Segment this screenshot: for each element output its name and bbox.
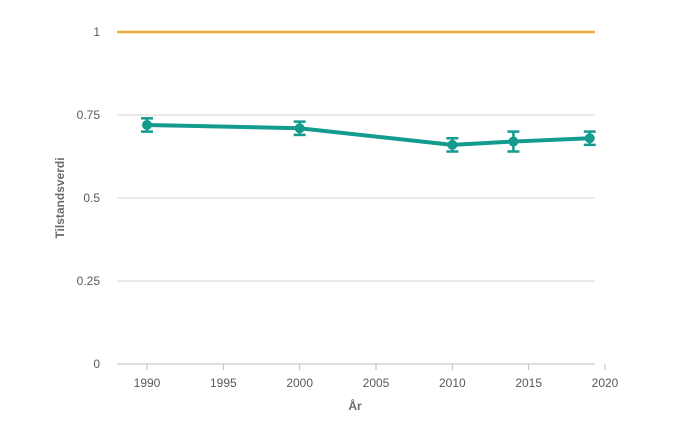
grid-lines: [117, 114, 595, 282]
data-point-4: [583, 130, 596, 147]
x-tick-label-1: 1995: [210, 376, 237, 390]
data-point-3: [507, 130, 520, 153]
x-axis-title: År: [348, 398, 362, 413]
y-tick-label-2: 0.5: [83, 191, 100, 205]
x-tick-label-6: 2020: [592, 376, 619, 390]
tick-labels: 0 0.25 0.5 0.75 1 1990 1995 2000 2005 2010 2015 202…: [77, 25, 619, 390]
y-tick-label-3: 0.75: [77, 108, 101, 122]
x-tick-label-2: 2000: [286, 376, 313, 390]
series-line-0: [145, 122, 592, 147]
point-marker-0: [142, 119, 152, 130]
y-tick-label-1: 0.25: [77, 274, 101, 288]
point-marker-4: [584, 133, 595, 144]
x-tick-label-3: 2005: [363, 376, 390, 390]
point-marker-2: [447, 139, 458, 150]
point-marker-1: [294, 123, 305, 134]
x-tick-label-0: 1990: [134, 376, 161, 390]
data-point-1: [293, 120, 306, 137]
axes: [117, 363, 606, 370]
x-tick-label-4: 2010: [439, 376, 466, 390]
y-axis-title: Tilstandsverdi: [53, 157, 67, 238]
data-point-2: [446, 136, 459, 153]
y-tick-label-4: 1: [93, 25, 100, 39]
series-group: [141, 117, 596, 153]
data-point-0: [141, 117, 153, 133]
y-tick-label-0: 0: [93, 357, 100, 371]
x-tick-label-5: 2015: [515, 376, 542, 390]
point-marker-3: [508, 136, 519, 147]
